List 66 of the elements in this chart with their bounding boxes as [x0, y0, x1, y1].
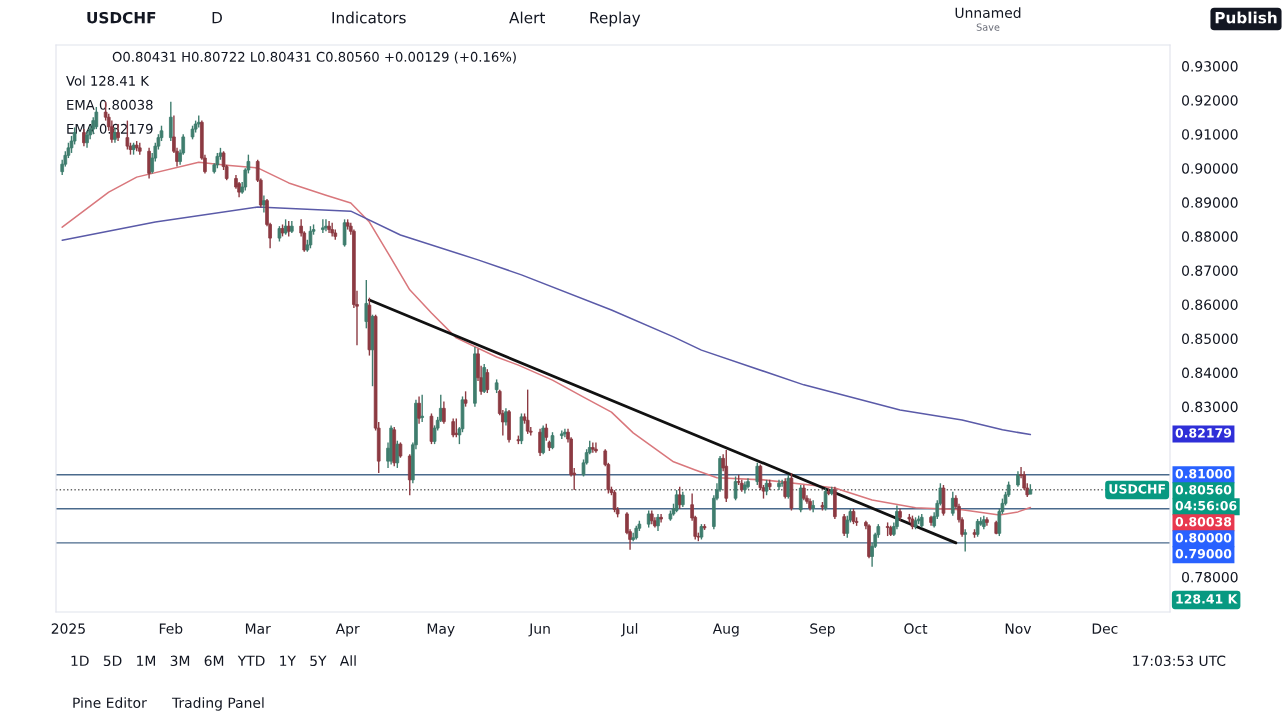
text: Save [976, 23, 1000, 31]
x-tick-label: Jul [620, 623, 638, 637]
text: Pine Editor [73, 697, 147, 709]
candlestick [842, 513, 846, 537]
candlestick [451, 417, 456, 438]
line-series [61, 161, 1032, 516]
y-tick-label: 0.93000 [1182, 61, 1238, 72]
text: 04:56:06 [1175, 500, 1237, 511]
candlestick [420, 394, 424, 423]
text: 128.41 K [1176, 594, 1238, 604]
text: Alert [509, 11, 545, 24]
y-tick-label: 0.84000 [1182, 367, 1238, 379]
x-tick-label: Sep [810, 623, 835, 637]
ref-line-label: 0.80000 [1175, 532, 1232, 543]
x-tick-label: Oct [904, 623, 928, 634]
text: Publish [1215, 11, 1277, 24]
y-tick-label: 0.88000 [1182, 231, 1238, 242]
x-tick-label: Apr [335, 623, 360, 637]
text: 17:03:53 UTC [1133, 655, 1226, 667]
y-tick-label: 0.92000 [1182, 95, 1238, 106]
x-tick-label: Dec [1092, 623, 1118, 634]
annotation: O0.80431 H0.80722 L0.80431 C0.80560 +0.00129 (+0.16%) [112, 51, 516, 64]
text: Trading Panel [171, 697, 264, 711]
ref-line-label: 0.81000 [1175, 468, 1232, 479]
y-tick-label: 0.90000 [1182, 163, 1238, 174]
y-tick-label: 0.78000 [1182, 571, 1238, 583]
annotation: USDCHF [1109, 484, 1165, 494]
ref-line-label: 0.80560 [1175, 484, 1232, 495]
text: Unnamed [955, 7, 1021, 19]
y-tick-label: 0.85000 [1182, 333, 1238, 345]
candlestick [963, 528, 968, 553]
text: Replay [590, 11, 641, 27]
chart-title: USDCHF [87, 11, 156, 24]
ref-line-label: 0.79000 [1175, 548, 1232, 559]
candlestick [485, 368, 490, 394]
x-tick-label: Jun [528, 623, 550, 637]
text: Indicators [332, 11, 406, 24]
candlestick [324, 218, 328, 232]
x-tick-label: 2025 [51, 623, 85, 634]
x-tick-label: Mar [245, 623, 271, 634]
y-tick-label: 0.91000 [1182, 129, 1238, 140]
y-tick-label: 0.89000 [1182, 197, 1238, 208]
candlestick [327, 220, 331, 234]
x-tick-label: Nov [1005, 623, 1032, 634]
x-tick-label: Feb [159, 623, 183, 634]
text: 0.80038 [1175, 516, 1232, 527]
x-tick-label: Aug [712, 623, 739, 637]
y-tick-label: 0.86000 [1182, 299, 1238, 310]
candlestick [169, 101, 173, 142]
line-series [61, 206, 1032, 436]
x-tick-label: May [427, 623, 455, 637]
candlestick [594, 441, 598, 454]
text: 0.82179 [1175, 428, 1232, 438]
candlestick [94, 106, 99, 130]
annotation: Vol 128.41 K [66, 75, 150, 86]
y-tick-label: 0.87000 [1182, 265, 1238, 276]
candlestick [262, 194, 266, 214]
candlestick [612, 489, 617, 513]
y-tick-label: 0.83000 [1182, 401, 1238, 413]
candlestick [147, 147, 151, 180]
candlestick [674, 489, 679, 513]
candlestick [442, 400, 446, 425]
candlestick [482, 363, 487, 394]
text: 1D 5D 1M 3M 6M YTD 1Y 5Y All [71, 655, 356, 667]
text: D [212, 12, 222, 24]
candlestick [321, 218, 325, 234]
